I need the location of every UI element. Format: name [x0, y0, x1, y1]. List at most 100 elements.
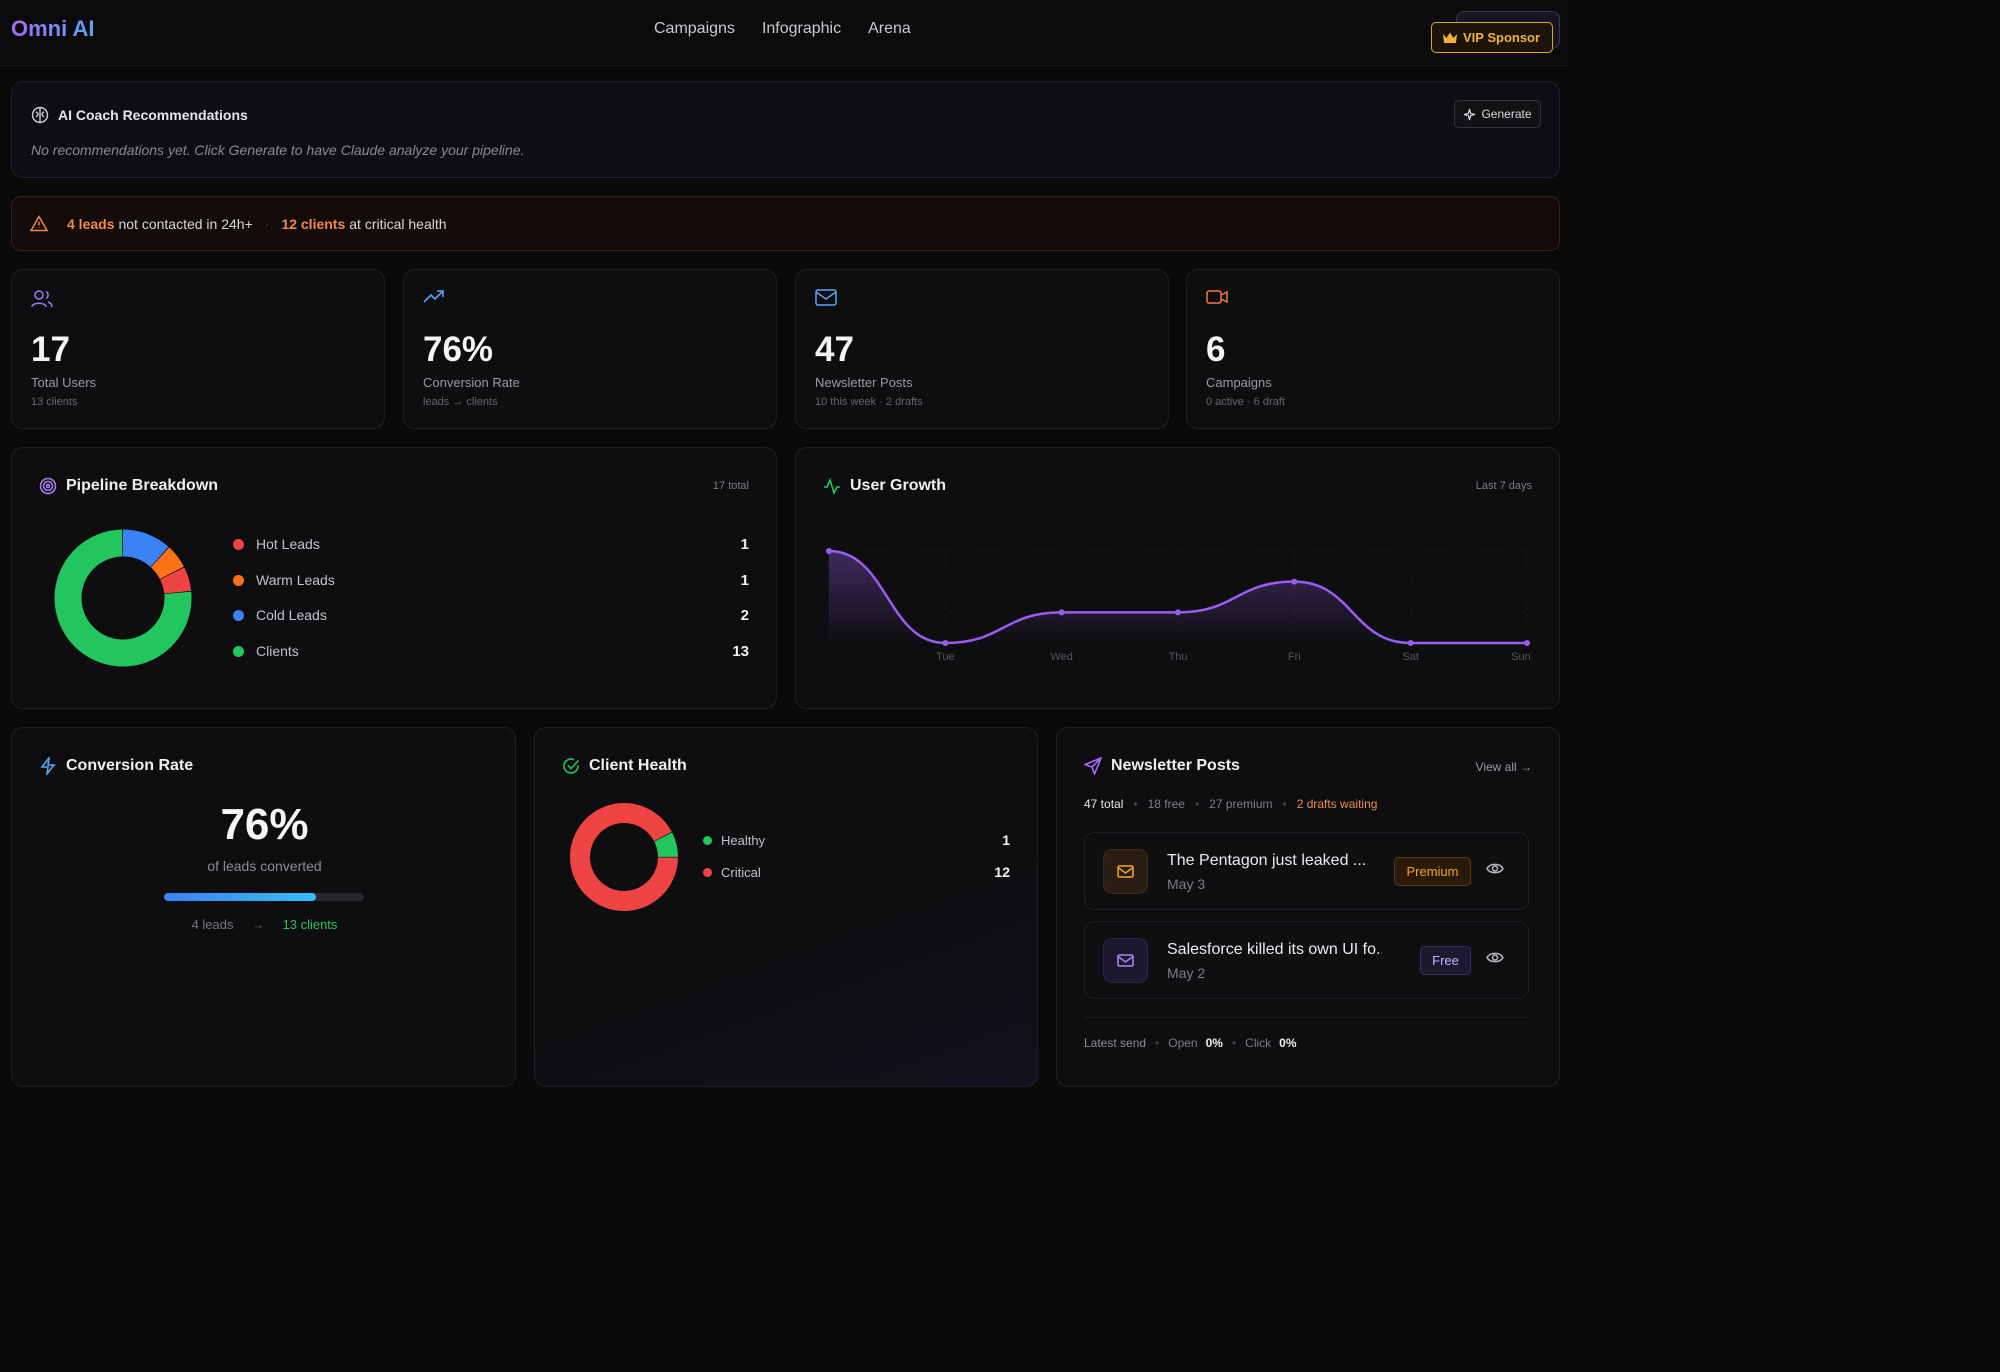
- client-health-donut-chart: [570, 803, 678, 911]
- donut-slice-clients[interactable]: [54, 529, 192, 667]
- pipeline-breakdown-card: Pipeline Breakdown 17 total Hot Leads Wa…: [11, 447, 777, 709]
- top-bar: Omni AI Campaigns Infographic Arena VIP …: [0, 0, 1568, 66]
- newsletter-post-item[interactable]: Salesforce killed its own UI fo... May 2…: [1084, 921, 1529, 999]
- click-value: 0%: [1279, 1036, 1297, 1050]
- growth-point-sun[interactable]: [1524, 640, 1530, 646]
- free-badge: Free: [1420, 946, 1471, 975]
- activity-icon: [824, 477, 840, 495]
- conversion-title: Conversion Rate: [66, 757, 194, 774]
- legend-label: Critical: [721, 865, 761, 880]
- warning-icon: [30, 215, 48, 232]
- growth-point-sat[interactable]: [1407, 640, 1414, 646]
- stat-card-conversion-rate[interactable]: 76% Conversion Rate leads → clients: [403, 269, 777, 429]
- nav-arena[interactable]: Arena: [868, 20, 911, 37]
- pipeline-title: Pipeline Breakdown: [66, 477, 219, 494]
- stats-dot: •: [1231, 1036, 1237, 1050]
- growth-point-thu[interactable]: [1175, 609, 1181, 616]
- user-growth-header: User Growth: [823, 477, 946, 495]
- generate-button[interactable]: Generate: [1454, 100, 1541, 128]
- newsletter-summary: 47 total • 18 free • 27 premium • 2 draf…: [1084, 797, 1377, 811]
- view-all-link[interactable]: View all →: [1475, 760, 1532, 774]
- post-thumbnail: [1103, 849, 1148, 894]
- open-value: 0%: [1205, 1036, 1223, 1050]
- stat-label: Newsletter Posts: [815, 375, 913, 390]
- legend-label: Hot Leads: [256, 536, 320, 552]
- summary-dot: •: [1133, 797, 1138, 811]
- ai-coach-title: AI Coach Recommendations: [58, 107, 248, 123]
- send-icon: [1084, 757, 1102, 775]
- stat-card-campaigns[interactable]: 6 Campaigns 0 active · 6 draft: [1186, 269, 1560, 429]
- newsletter-header: Newsletter Posts: [1084, 757, 1240, 775]
- mail-icon: [1117, 865, 1134, 878]
- client-health-header: Client Health: [562, 757, 687, 775]
- newsletter-post-item[interactable]: The Pentagon just leaked ... May 3 Premi…: [1084, 832, 1529, 910]
- growth-point-mon[interactable]: [826, 548, 832, 554]
- eye-icon[interactable]: [1486, 951, 1504, 964]
- legend-value: 1: [1002, 832, 1010, 848]
- stat-card-newsletter-posts[interactable]: 47 Newsletter Posts 10 this week · 2 dra…: [795, 269, 1169, 429]
- legend-warm-leads: Warm Leads: [233, 572, 335, 588]
- warm-leads-dot: [233, 574, 244, 586]
- open-label: Open: [1168, 1036, 1198, 1050]
- alert-clients-text: at critical health: [349, 215, 447, 232]
- clients-dot: [233, 645, 244, 657]
- conversion-rate-card: Conversion Rate 76% of leads converted 4…: [11, 727, 516, 1087]
- stat-card-total-users[interactable]: 17 Total Users 13 clients: [11, 269, 385, 429]
- growth-point-fri[interactable]: [1291, 578, 1298, 585]
- growth-area: [829, 551, 1527, 643]
- donut-slice-warm-leads[interactable]: [150, 547, 184, 580]
- nav-campaigns[interactable]: Campaigns: [654, 20, 735, 37]
- lightning-icon: [40, 757, 56, 775]
- newsletter-premium: 27 premium: [1209, 797, 1273, 811]
- funnel-clients: 13 clients: [282, 917, 338, 932]
- legend-label: Cold Leads: [256, 607, 327, 623]
- growth-point-tue[interactable]: [942, 640, 949, 646]
- cold-leads-dot: [233, 609, 244, 621]
- vip-sponsor-badge[interactable]: VIP Sponsor: [1431, 22, 1553, 53]
- x-tick-label: Thu: [1169, 651, 1188, 663]
- latest-send-label: Latest send: [1084, 1036, 1147, 1050]
- video-icon: [1206, 290, 1228, 304]
- click-label: Click: [1245, 1036, 1272, 1050]
- stat-sub: leads → clients: [423, 396, 498, 408]
- x-tick-label: Sat: [1402, 651, 1419, 663]
- donut-slice-hot-leads[interactable]: [159, 567, 192, 595]
- x-tick-label: Sun: [1511, 651, 1531, 663]
- newsletter-drafts[interactable]: 2 drafts waiting: [1296, 797, 1378, 811]
- conversion-progress-fill: [164, 893, 316, 901]
- brand-logo[interactable]: Omni AI: [11, 16, 95, 41]
- legend-cold-leads: Cold Leads: [233, 607, 327, 623]
- legend-value: 1: [740, 572, 749, 589]
- conversion-progress-track: [164, 893, 364, 901]
- target-icon: [39, 477, 57, 495]
- legend-value: 12: [994, 864, 1010, 880]
- post-date: May 3: [1167, 876, 1206, 892]
- funnel-leads: 4 leads: [191, 917, 234, 932]
- stat-value: 76%: [423, 330, 494, 369]
- summary-dot: •: [1282, 797, 1287, 811]
- growth-point-wed[interactable]: [1058, 609, 1065, 616]
- sparkle-icon: [1464, 108, 1476, 120]
- alert-separator: ·: [264, 215, 270, 232]
- legend-value: 1: [740, 536, 749, 553]
- donut-slice-critical[interactable]: [570, 803, 678, 911]
- funnel-arrow: →: [251, 917, 265, 932]
- alert-clients-count[interactable]: 12 clients: [281, 215, 346, 232]
- donut-slice-healthy[interactable]: [654, 832, 678, 858]
- legend-healthy: Healthy: [703, 833, 765, 848]
- latest-send-stats: Latest send • Open 0% • Click 0%: [1084, 1036, 1297, 1050]
- vip-label: VIP Sponsor: [1463, 30, 1541, 45]
- user-growth-range: Last 7 days: [1475, 480, 1532, 492]
- donut-slice-cold-leads[interactable]: [122, 529, 169, 568]
- mail-icon: [815, 289, 837, 306]
- eye-icon[interactable]: [1486, 862, 1504, 875]
- divider: [1084, 1017, 1529, 1018]
- alert-leads-count[interactable]: 4 leads: [67, 215, 115, 232]
- stat-value: 17: [31, 330, 70, 369]
- nav-infographic[interactable]: Infographic: [761, 20, 842, 37]
- conversion-value: 76%: [220, 800, 309, 849]
- x-tick-label: Wed: [1050, 651, 1072, 663]
- user-growth-chart: Tue Wed Thu Fri Sat Sun: [826, 548, 1531, 663]
- ai-coach-card: AI Coach Recommendations No recommendati…: [11, 81, 1560, 178]
- newsletter-total: 47 total: [1084, 797, 1124, 811]
